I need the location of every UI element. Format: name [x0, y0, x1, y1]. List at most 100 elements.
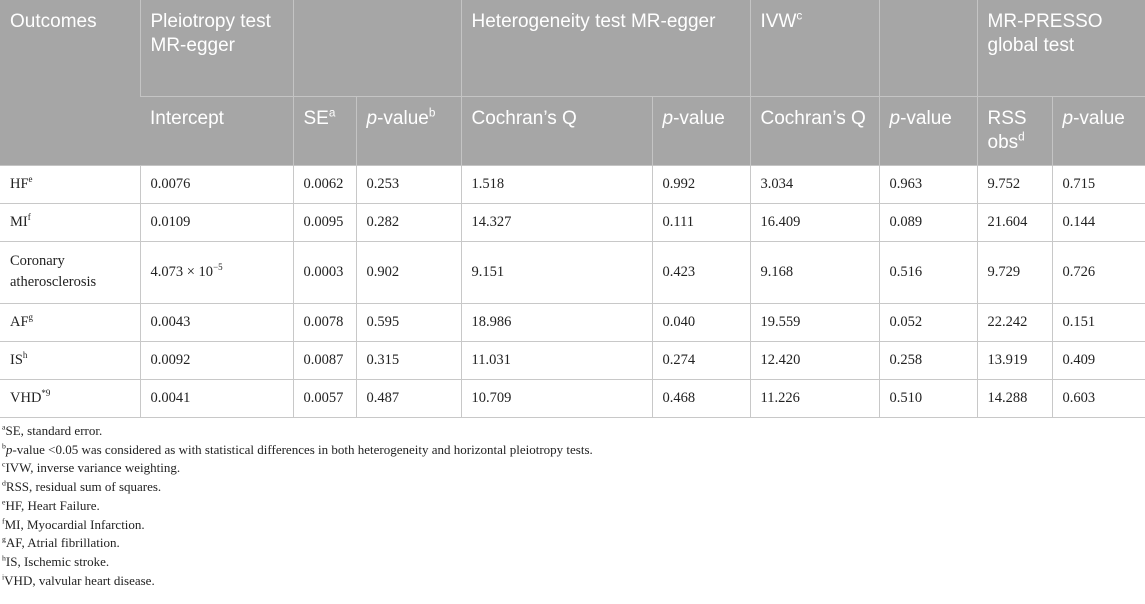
value-cell: 0.253: [355, 164, 462, 204]
value-cell: 11.031: [460, 340, 653, 380]
footnote: hIS, Ischemic stroke.: [2, 553, 593, 572]
value-cell: 0.902: [355, 240, 462, 304]
text: 0.274: [662, 351, 696, 368]
text: HF, Heart Failure.: [5, 497, 100, 513]
text: 19.559: [760, 313, 801, 330]
outcome-cell: MIf: [0, 202, 141, 242]
superscript: a: [2, 422, 6, 432]
text: MI: [10, 213, 28, 230]
text: 0.0092: [150, 351, 191, 368]
text: VHD, valvular heart disease.: [4, 572, 155, 588]
italic-text: p: [662, 107, 674, 129]
header-group-cell: Pleiotropy test MR-egger: [139, 0, 293, 97]
text: 0.0057: [303, 389, 344, 406]
footnote: cIVW, inverse variance weighting.: [2, 459, 593, 478]
text: 0.315: [366, 351, 400, 368]
text: 9.752: [987, 175, 1021, 192]
superscript: h: [2, 553, 6, 563]
text: 4.073 × 10: [150, 263, 214, 280]
header-spacer: [292, 0, 461, 97]
superscript: b: [2, 441, 6, 451]
column-header: p-value: [878, 96, 978, 166]
outcome-cell: Coronary atherosclerosis: [0, 240, 141, 304]
header-group-cell: Heterogeneity test MR-egger: [460, 0, 751, 97]
value-cell: 0.487: [355, 378, 462, 418]
value-cell: 14.288: [976, 378, 1053, 418]
outcome-cell: VHD*9: [0, 378, 141, 418]
text: SE, standard error.: [5, 423, 103, 438]
superscript: −5: [213, 261, 223, 272]
table-row: MIf 0.0109 0.0095 0.282 14.327 0.111 16.409 0.0…: [0, 202, 1145, 242]
superscript: c: [2, 460, 6, 470]
text: IVW, inverse variance weighting.: [5, 460, 181, 476]
value-cell: 10.709: [460, 378, 653, 418]
value-cell: 0.0087: [292, 340, 357, 380]
text: VHD: [10, 389, 42, 406]
value-cell: 22.242: [976, 302, 1053, 342]
text: 14.288: [987, 389, 1028, 406]
text: 0.253: [366, 175, 400, 192]
text: -value <0.05 was considered as with stat…: [12, 441, 593, 457]
italic-text: p: [889, 107, 901, 129]
text: 0.0003: [303, 263, 344, 280]
footnote: iVHD, valvular heart disease.: [2, 572, 593, 591]
text: 11.226: [760, 389, 800, 406]
table-row: ISh 0.0092 0.0087 0.315 11.031 0.274 12.420 0.2…: [0, 340, 1145, 380]
header-group-cell: IVWc: [749, 0, 880, 97]
text: 9.168: [760, 263, 794, 280]
italic-text: p: [366, 107, 378, 129]
text: 13.919: [987, 351, 1028, 368]
footnote: gAF, Atrial fibrillation.: [2, 534, 593, 553]
value-cell: 0.111: [651, 202, 751, 242]
text: -value: [377, 107, 429, 129]
value-cell: 0.510: [878, 378, 978, 418]
value-cell: 0.0109: [139, 202, 294, 242]
text: 0.992: [662, 175, 696, 192]
text: 0.052: [889, 313, 923, 330]
text: AF: [10, 313, 29, 330]
column-header: p-value: [1051, 96, 1145, 166]
superscript: e: [28, 173, 33, 184]
footnotes: aSE, standard error. bp-value <0.05 was c…: [2, 422, 593, 590]
superscript: i: [2, 572, 5, 582]
column-header: Cochran’s Q: [460, 96, 652, 166]
value-cell: 21.604: [976, 202, 1053, 242]
table-body: HFe 0.0076 0.0062 0.253 1.518 0.992 3.034 0.963…: [0, 164, 1145, 418]
text: 0.0043: [150, 313, 191, 330]
text: 0.516: [889, 263, 923, 280]
text: 0.089: [889, 213, 923, 230]
value-cell: 0.052: [878, 302, 978, 342]
text: 0.468: [662, 389, 696, 406]
column-header: Intercept: [140, 96, 293, 166]
text: 0.0078: [303, 313, 344, 330]
superscript: d: [2, 478, 6, 488]
header-group-cell: Outcomes: [0, 0, 140, 166]
value-cell: 14.327: [460, 202, 653, 242]
text: 16.409: [760, 213, 801, 230]
text: Pleiotropy test MR-egger: [150, 11, 271, 56]
superscript: c: [796, 9, 803, 23]
header-spacer: [878, 0, 978, 97]
text: 0.151: [1062, 313, 1096, 330]
footnote: bp-value <0.05 was considered as with st…: [2, 441, 593, 460]
text: -value: [900, 107, 952, 129]
superscript: b: [428, 106, 436, 120]
text: 11.031: [471, 351, 511, 368]
outcome-cell: HFe: [0, 164, 141, 204]
text: Cochran’s Q: [760, 107, 866, 129]
value-cell: 16.409: [749, 202, 880, 242]
text: 0.0109: [150, 213, 191, 230]
column-header: SEa: [292, 96, 356, 166]
text: IS: [10, 351, 23, 368]
value-cell: 0.0043: [139, 302, 294, 342]
text: 0.510: [889, 389, 923, 406]
outcome-cell: AFg: [0, 302, 141, 342]
italic-text: p: [1062, 107, 1074, 129]
text: 0.282: [366, 213, 400, 230]
value-cell: 9.752: [976, 164, 1053, 204]
text: 21.604: [987, 213, 1028, 230]
value-cell: 0.516: [878, 240, 978, 304]
value-cell: 9.151: [460, 240, 653, 304]
italic-text: p: [5, 441, 13, 457]
superscript: g: [2, 534, 6, 544]
